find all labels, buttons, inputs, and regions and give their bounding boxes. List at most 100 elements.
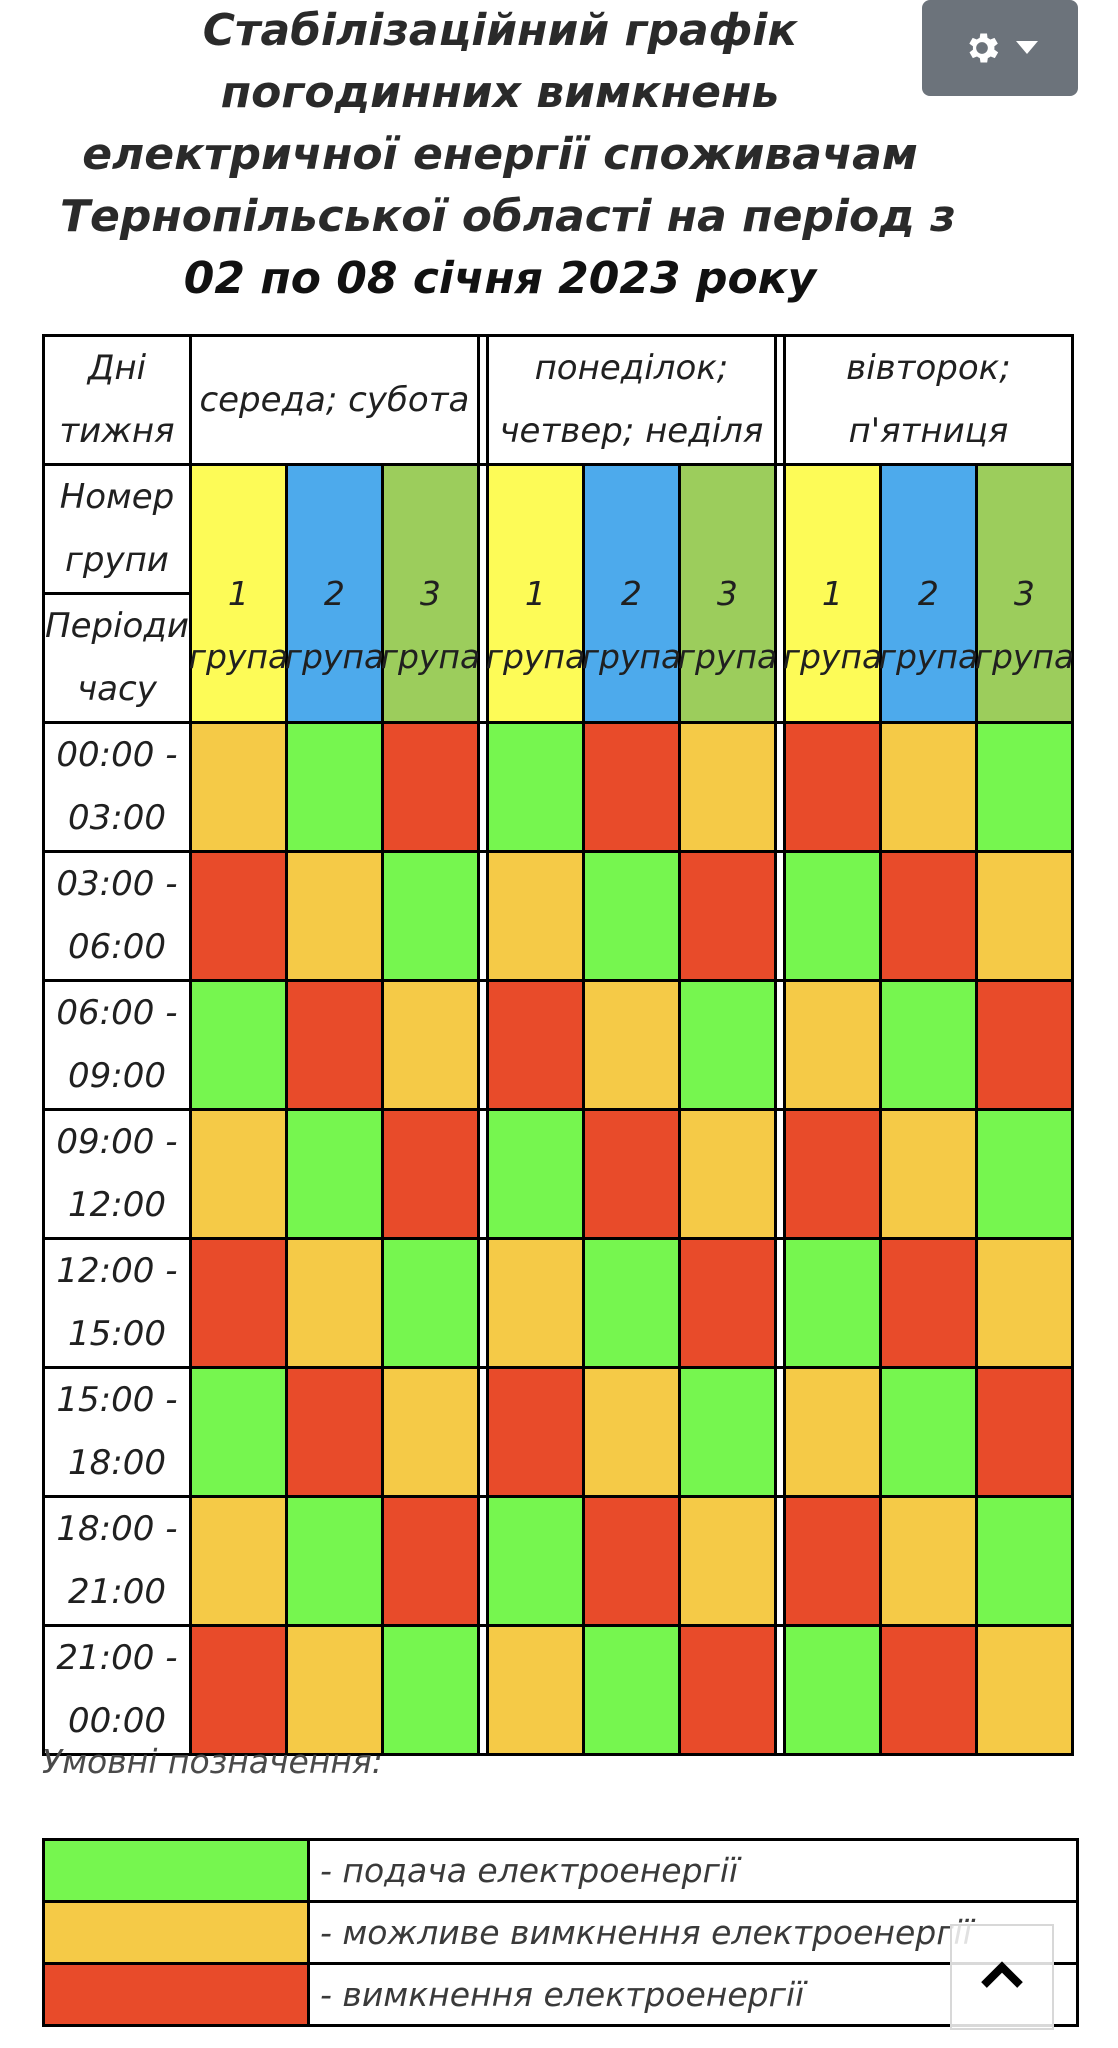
column-gap [476,1624,489,1756]
schedule-row: 00:00 - 03:00 [42,721,1074,853]
status-cell [188,1366,288,1498]
cell-text: 21:00 [67,1572,166,1612]
time-period: 15:00 - 18:00 [42,1366,192,1498]
schedule-row: 12:00 - 15:00 [42,1237,1074,1369]
cell-text: 15:00 - [56,1380,178,1420]
cell-text: четвер; неділя [499,411,764,451]
time-period: 03:00 - 06:00 [42,850,192,982]
group-word: група [782,636,883,676]
status-cell [974,1624,1074,1756]
status-cell [677,979,777,1111]
group-number-label: Номер групи [42,463,192,595]
group-word: група [974,636,1075,676]
status-cell [380,850,480,982]
cell-text: середа; субота [199,379,470,420]
status-cell [782,1237,882,1369]
scroll-to-top-button[interactable] [950,1924,1054,2030]
status-cell [284,1366,384,1498]
group-word: група [878,636,979,676]
group-number: 1 [821,573,843,613]
cell-text: 15:00 [67,1314,166,1354]
status-cell [380,1237,480,1369]
group-header: 3 група [975,463,1074,724]
status-cell [581,1495,681,1627]
status-cell [380,1108,480,1240]
group-header: 1 група [783,463,882,724]
gear-icon [962,28,1002,68]
cell-text: Номер [59,477,175,517]
cell-text: 12:00 [67,1185,166,1225]
group-number: 3 [419,573,441,613]
cell-text: понеділок; [534,348,729,388]
status-cell [380,1624,480,1756]
column-gap [476,1366,489,1498]
status-cell [485,850,585,982]
status-cell [581,1624,681,1756]
periods-row: Періоди часу [42,592,1073,724]
cell-text: 03:00 - [56,864,178,904]
cell-text: 03:00 [67,798,166,838]
status-cell [380,721,480,853]
status-cell [878,979,978,1111]
status-cell [485,1495,585,1627]
status-cell [188,1624,288,1756]
status-cell [284,1495,384,1627]
group-header: 2 група [879,463,978,724]
schedule-row: 15:00 - 18:00 [42,1366,1074,1498]
day-group-header: понеділок; четвер; неділя [485,334,777,466]
status-cell [284,1237,384,1369]
column-gap [476,721,489,853]
status-cell [677,1495,777,1627]
schedule-row: 09:00 - 12:00 [42,1108,1074,1240]
status-cell [188,1237,288,1369]
cell-text: 18:00 - [56,1509,178,1549]
time-period: 06:00 - 09:00 [42,979,192,1111]
title-period: 02 по 08 січня 2023 року [183,253,817,304]
status-cell [782,979,882,1111]
status-cell [380,979,480,1111]
cell-text: 09:00 [67,1056,166,1096]
legend-swatch [42,1838,310,1903]
day-group-header: вівторок; п'ятниця [782,334,1074,466]
title-line: Стабілізаційний графік [202,5,798,56]
days-label: Дні тижня [42,334,192,466]
legend-title: Умовні позначення: [42,1742,383,1781]
column-gap [773,850,786,982]
status-cell [380,1366,480,1498]
group-word: група [380,636,481,676]
column-gap [773,463,786,724]
day-group-header: середа; субота [188,334,480,466]
periods-label: Періоди часу [42,592,192,724]
status-cell [485,1108,585,1240]
status-cell [677,1624,777,1756]
status-cell [188,979,288,1111]
group-number: 2 [917,573,939,613]
column-gap [476,850,489,982]
status-cell [188,1495,288,1627]
group-header: 2 група [582,463,681,724]
legend-row: - можливе вимкнення електроенергії [42,1900,1079,1965]
legend-table: - подача електроенергії - можливе вимкнен… [42,1838,1079,2027]
status-cell [284,721,384,853]
column-gap [773,1624,786,1756]
column-gap [476,1237,489,1369]
status-cell [581,1366,681,1498]
settings-dropdown-button[interactable] [922,0,1078,96]
schedule-row: 06:00 - 09:00 [42,979,1074,1111]
column-gap [476,1108,489,1240]
column-gap [476,463,489,724]
status-cell [485,721,585,853]
cell-text: 18:00 [67,1443,166,1483]
schedule-row: 03:00 - 06:00 [42,850,1074,982]
legend-swatch [42,1962,310,2027]
status-cell [284,850,384,982]
title-line: електричної енергії споживачам [82,129,918,180]
status-cell [878,1237,978,1369]
group-word: група [284,636,385,676]
time-period: 00:00 - 03:00 [42,721,192,853]
title-line: погодинних вимкнень [220,67,780,118]
group-header: 3 група [381,463,480,724]
group-number: 3 [1013,573,1035,613]
cell-text: групи [65,540,169,580]
status-cell [677,1237,777,1369]
